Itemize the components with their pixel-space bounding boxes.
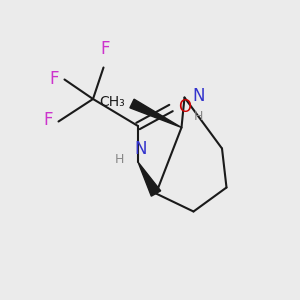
- Text: F: F: [100, 40, 110, 58]
- Polygon shape: [138, 162, 161, 196]
- Text: N: N: [192, 87, 205, 105]
- Polygon shape: [130, 99, 182, 128]
- Text: F: F: [43, 111, 52, 129]
- Text: H: H: [193, 110, 203, 122]
- Text: F: F: [49, 70, 58, 88]
- Text: O: O: [178, 98, 191, 116]
- Text: N: N: [135, 140, 147, 158]
- Text: CH₃: CH₃: [99, 95, 124, 109]
- Text: H: H: [115, 153, 124, 166]
